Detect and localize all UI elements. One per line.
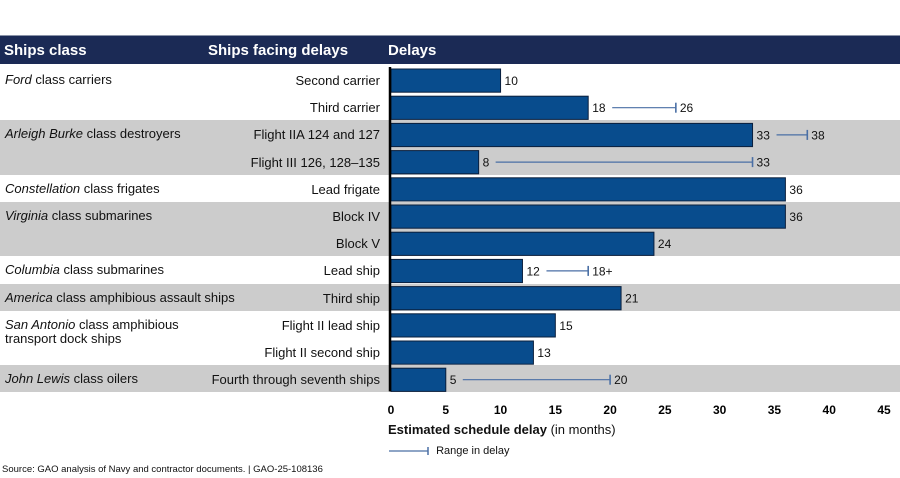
ship-class-label: John Lewis class oilers [5, 372, 305, 386]
x-tick-label: 20 [603, 403, 617, 417]
x-tick-label: 0 [388, 403, 395, 417]
ship-label: Second carrier [295, 73, 380, 88]
ship-class-type: class destroyers [83, 126, 181, 142]
bar-value-label: 15 [559, 319, 573, 333]
bar-value-label: 36 [789, 183, 803, 197]
ship-class-name: Virginia [5, 208, 49, 223]
ship-class-type: class submarines [59, 262, 164, 278]
x-tick-label: 40 [823, 403, 837, 417]
bar [390, 340, 534, 365]
bar-value-label: 33 [757, 128, 771, 142]
bar [390, 95, 589, 120]
ship-class-type: class oilers [70, 371, 138, 387]
x-axis-label-units: (in months) [546, 422, 616, 437]
ship-label: Third carrier [309, 100, 380, 116]
ship-label: Fourth through seventh ships [211, 372, 380, 388]
x-tick-label: 10 [494, 403, 508, 417]
ship-class-label: Arleigh Burke class destroyers [5, 127, 305, 141]
bar-value-label: 10 [505, 74, 519, 88]
bar [390, 150, 480, 175]
bar [390, 177, 786, 202]
ship-label: Lead ship [323, 263, 380, 279]
bar-value-label: 8 [483, 156, 490, 170]
ship-label: Flight IIA 124 and 127 [253, 127, 380, 143]
ship-class-label: Constellation class frigates [5, 180, 305, 196]
ship-class-type: class amphibious transport dock ships [5, 316, 179, 346]
ship-class-name: John Lewis [5, 371, 71, 387]
x-tick-label: 45 [877, 403, 891, 417]
bar [390, 286, 622, 311]
bar [390, 258, 523, 284]
bar-value-label: 13 [537, 346, 551, 360]
bar [390, 122, 754, 148]
x-tick-label: 5 [442, 403, 449, 417]
ship-label: Flight II second ship [264, 345, 380, 360]
header-ships-facing-delays: Ships facing delays [208, 42, 349, 59]
ship-class-label: Ford class carriers [5, 73, 305, 87]
x-axis-label: Estimated schedule delay (in months) [388, 422, 616, 437]
class-group-band [0, 365, 900, 393]
ship-label: Third ship [322, 290, 380, 306]
ship-label: Block V [335, 236, 380, 252]
x-tick-label: 15 [549, 403, 563, 417]
legend-label: Range in delay [436, 445, 510, 457]
ship-class-label: America class amphibious assault ships [5, 289, 305, 305]
ship-label: Block IV [332, 209, 380, 224]
ship-class-name: Ford [5, 72, 32, 87]
bar [390, 313, 556, 338]
ship-class-name: San Antonio [5, 316, 76, 332]
ship-class-type: class submarines [48, 208, 153, 223]
range-max-label: 20 [614, 373, 628, 387]
x-tick-label: 25 [658, 403, 672, 417]
range-line-legend-icon [389, 447, 429, 456]
ship-class-type: class carriers [31, 72, 112, 87]
bar-value-label: 12 [526, 264, 540, 278]
ship-label: Flight III 126, 128–135 [250, 154, 380, 170]
bar [390, 204, 786, 229]
range-max-label: 18+ [592, 264, 612, 278]
header-delays: Delays [388, 42, 437, 59]
bar [390, 367, 447, 392]
range-max-label: 33 [757, 156, 771, 170]
bar-value-label: 21 [625, 292, 639, 306]
ship-class-name: Columbia [5, 262, 60, 278]
bar-value-label: 5 [450, 373, 457, 387]
range-max-label: 38 [811, 128, 825, 142]
ship-class-type: class frigates [80, 180, 160, 196]
source-note: Source: GAO analysis of Navy and contrac… [2, 464, 323, 475]
ship-label: Lead frigate [311, 181, 380, 197]
bar [390, 231, 655, 256]
ship-class-name: Constellation [5, 180, 81, 196]
x-tick-label: 35 [768, 403, 782, 417]
table-header: Ships class Ships facing delays Delays [0, 35, 900, 64]
legend: Range in delay [388, 445, 509, 457]
ship-class-type: class amphibious assault ships [52, 289, 235, 305]
bar-value-label: 36 [789, 210, 803, 224]
ship-label: Flight II lead ship [281, 317, 380, 333]
header-ships-class: Ships class [4, 42, 87, 59]
bar-value-label: 18 [592, 101, 606, 115]
x-axis-label-bold: Estimated schedule delay [388, 422, 547, 437]
ship-class-name: Arleigh Burke [5, 126, 84, 142]
x-tick-label: 30 [713, 403, 727, 417]
bar-value-label: 24 [658, 237, 672, 251]
range-max-label: 26 [680, 101, 694, 115]
ship-class-label: Columbia class submarines [5, 263, 305, 277]
ship-class-label: Virginia class submarines [5, 209, 305, 223]
ship-class-name: America [5, 289, 53, 305]
ship-class-label: San Antonio class amphibious transport d… [5, 316, 195, 346]
bar [390, 68, 502, 93]
